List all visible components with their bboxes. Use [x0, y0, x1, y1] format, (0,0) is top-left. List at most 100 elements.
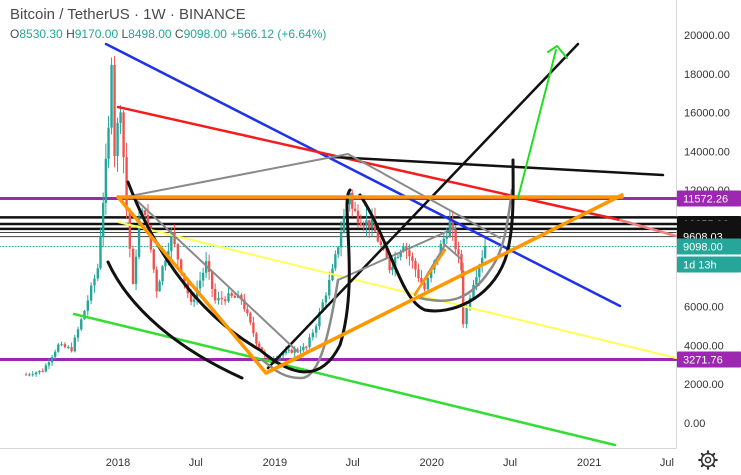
candle-body — [368, 220, 371, 228]
candle-body — [287, 349, 291, 351]
candle-body — [110, 64, 113, 128]
candle-body — [296, 349, 299, 351]
x-tick-label: Jul — [346, 457, 360, 469]
y-tick-label: 2000.00 — [684, 379, 724, 391]
quote-name: TetherUS — [67, 6, 130, 23]
y-tick-label: 20000.00 — [684, 30, 730, 42]
candle-body — [38, 370, 41, 373]
candle-body — [318, 311, 321, 327]
candle-body — [113, 64, 116, 157]
candle-body — [134, 256, 138, 284]
orange-rising-support — [264, 193, 624, 375]
candle-body — [480, 257, 484, 267]
candle-body — [414, 260, 417, 270]
low-label: L — [121, 27, 129, 41]
candle-body — [192, 299, 196, 302]
candle-body — [388, 258, 391, 271]
candle-body — [362, 225, 365, 227]
orange-rising-support — [413, 248, 447, 296]
price-label-text: 3271.76 — [683, 355, 723, 367]
candle-body — [158, 281, 161, 292]
candle-body — [385, 249, 388, 259]
open-value: 8530.30 — [19, 27, 63, 41]
gear-icon[interactable] — [697, 449, 719, 471]
candle-body — [122, 112, 125, 158]
candle-body — [44, 365, 48, 372]
price-label-box — [677, 256, 741, 273]
candle-body — [125, 157, 128, 211]
candle-body — [198, 280, 202, 289]
candle-body — [483, 246, 487, 258]
blue-trendline — [104, 42, 622, 308]
candle-body — [302, 346, 305, 351]
candle-body — [161, 266, 164, 282]
candle-body — [189, 293, 193, 302]
candle-body — [223, 299, 227, 302]
candle-body — [321, 302, 324, 312]
high-value: 9170.00 — [74, 27, 119, 41]
candle-body — [311, 332, 315, 338]
close-label: C — [174, 27, 184, 41]
candle-body — [429, 269, 433, 279]
candle-body — [119, 112, 122, 123]
candle-body — [57, 344, 60, 352]
candle-body — [426, 278, 430, 290]
y-tick-label: 18000.00 — [684, 69, 730, 81]
cup-arc — [126, 180, 352, 374]
green-arrow-head — [547, 45, 568, 59]
candle-body — [405, 246, 408, 251]
candle-body — [445, 236, 449, 239]
interval-label[interactable]: 1W — [143, 6, 166, 23]
candle-body — [233, 296, 237, 298]
candle-body — [290, 349, 293, 353]
chart-title: Bitcoin / TetherUS · 1W · BINANCE — [10, 6, 246, 23]
candle-body — [402, 246, 405, 252]
candle-body — [137, 217, 141, 257]
candle-body — [391, 267, 394, 271]
price-label-text: 1d 13h — [683, 259, 717, 271]
candle-body — [63, 344, 67, 348]
change-value: +566.12 (+6.64%) — [230, 27, 327, 41]
candle-body — [454, 229, 457, 250]
candle-body — [220, 297, 224, 300]
candle-body — [356, 210, 360, 223]
candle-body — [73, 337, 77, 352]
symbol-name[interactable]: Bitcoin — [10, 6, 56, 23]
red-trendline-ext — [618, 218, 678, 238]
candle-body — [93, 278, 96, 286]
candle-body — [442, 238, 446, 245]
y-tick-label: 14000.00 — [684, 146, 730, 158]
candle-body — [457, 249, 460, 255]
candle-body — [396, 256, 400, 258]
candle-body — [293, 349, 296, 353]
candle-body — [468, 298, 472, 308]
price-label-box — [677, 238, 741, 255]
title-dot: · — [169, 6, 179, 23]
candle-body — [101, 202, 105, 237]
x-tick-label: Jul — [189, 457, 203, 469]
candle-body — [179, 259, 183, 274]
candle-body — [359, 222, 363, 226]
candle-body — [227, 293, 230, 302]
candle-body — [50, 357, 54, 363]
candle-body — [170, 232, 173, 251]
candle-body — [339, 232, 343, 248]
candle-body — [308, 337, 311, 347]
candle-body — [246, 309, 249, 314]
candle-body — [131, 248, 135, 284]
gray-curve — [260, 278, 340, 380]
candle-body — [284, 350, 288, 354]
x-tick-label: 2021 — [577, 457, 601, 469]
candle-body — [76, 329, 80, 338]
title-dot: · — [133, 6, 144, 23]
candle-body — [195, 288, 199, 300]
price-label-text: 11572.26 — [683, 193, 728, 205]
candle-body — [255, 333, 258, 344]
candle-body — [328, 280, 331, 296]
close-value: 9098.00 — [183, 27, 227, 41]
black-trendline — [331, 155, 665, 177]
candle-body — [41, 370, 44, 372]
price-label-box — [677, 351, 741, 368]
